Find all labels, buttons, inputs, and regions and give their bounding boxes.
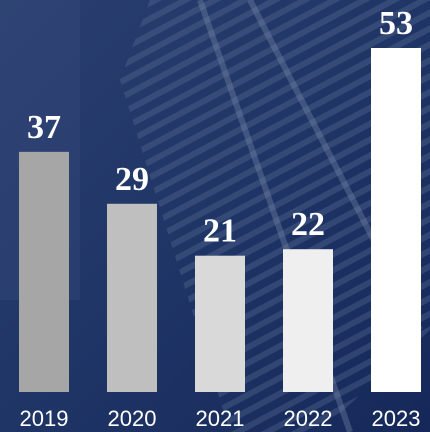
x-tick-label: 2023 <box>372 406 421 431</box>
bar <box>371 48 421 392</box>
data-label: 29 <box>115 161 149 198</box>
data-label: 21 <box>203 213 237 250</box>
x-tick-label: 2019 <box>20 406 69 431</box>
bar <box>107 203 157 392</box>
bar <box>283 249 333 392</box>
data-label: 22 <box>291 206 325 243</box>
data-label: 53 <box>379 5 413 42</box>
bar <box>19 151 69 392</box>
bar <box>195 255 245 392</box>
data-label: 37 <box>27 109 61 146</box>
x-tick-label: 2021 <box>196 406 245 431</box>
x-tick-label: 2022 <box>284 406 333 431</box>
x-tick-label: 2020 <box>108 406 157 431</box>
